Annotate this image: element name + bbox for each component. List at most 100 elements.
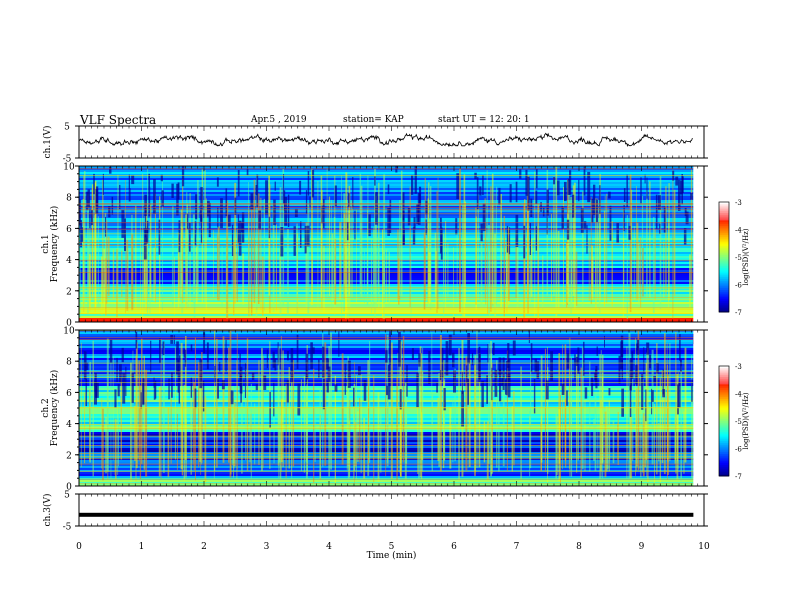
spectrogram-row bbox=[79, 172, 694, 174]
sferic-streak bbox=[273, 395, 275, 464]
low-power-gap bbox=[508, 227, 511, 255]
colorbar-frame bbox=[718, 365, 730, 477]
low-power-gap bbox=[95, 186, 99, 206]
sferic-streak bbox=[257, 193, 260, 304]
low-power-gap bbox=[621, 388, 624, 417]
colorbar-step bbox=[719, 411, 729, 415]
spectrogram-row bbox=[79, 480, 694, 482]
low-power-gap bbox=[425, 219, 427, 235]
low-power-gap bbox=[280, 227, 284, 257]
low-power-gap bbox=[414, 166, 417, 194]
low-power-gap bbox=[354, 210, 356, 240]
spectrogram-row bbox=[79, 452, 694, 454]
sferic-streak bbox=[626, 215, 628, 319]
channel-label: ch.2 bbox=[41, 398, 51, 417]
colorbar-step bbox=[719, 386, 729, 389]
sferic-streak bbox=[145, 369, 148, 477]
low-power-gap bbox=[515, 181, 518, 203]
low-power-gap bbox=[502, 357, 505, 390]
sferic-streak bbox=[250, 413, 252, 473]
sferic-streak bbox=[431, 332, 433, 467]
sferic-streak bbox=[357, 411, 359, 462]
sferic-streak bbox=[317, 181, 319, 309]
sferic-streak bbox=[140, 218, 141, 313]
low-power-gap bbox=[675, 176, 679, 186]
sferic-streak bbox=[437, 177, 439, 310]
low-power-gap bbox=[395, 166, 398, 173]
spectrogram-row bbox=[79, 384, 694, 386]
sferic-streak bbox=[218, 228, 219, 298]
colorbar-step bbox=[719, 455, 729, 459]
low-power-gap bbox=[202, 380, 205, 412]
low-power-gap bbox=[231, 224, 234, 256]
sferic-streak bbox=[80, 342, 82, 468]
spectrogram-row bbox=[79, 240, 694, 242]
low-power-gap bbox=[179, 355, 181, 382]
low-power-gap bbox=[255, 185, 258, 196]
colorbar-2 bbox=[718, 365, 730, 477]
low-power-gap bbox=[135, 331, 138, 349]
x-axis-label: Time (min) bbox=[367, 550, 417, 561]
spectrogram-row bbox=[79, 450, 694, 452]
low-power-gap bbox=[239, 353, 241, 387]
low-power-gap bbox=[269, 391, 271, 428]
colorbar-step bbox=[719, 421, 729, 424]
low-power-gap bbox=[569, 170, 572, 195]
low-power-gap bbox=[584, 387, 588, 399]
colorbar-step bbox=[719, 369, 729, 372]
colorbar-step bbox=[719, 472, 729, 475]
low-power-gap bbox=[529, 222, 531, 255]
low-power-gap bbox=[190, 377, 192, 398]
sferic-streak bbox=[347, 356, 349, 467]
colorbar-step bbox=[719, 391, 729, 394]
low-power-gap bbox=[452, 352, 455, 368]
low-power-gap bbox=[102, 173, 104, 195]
colorbar-step bbox=[719, 295, 729, 298]
sferic-streak bbox=[665, 186, 667, 296]
low-power-gap bbox=[225, 339, 227, 372]
low-power-gap bbox=[623, 204, 625, 231]
colorbar-step bbox=[719, 211, 729, 214]
sferic-streak bbox=[604, 411, 607, 478]
y-tick-label: 0 bbox=[66, 319, 72, 329]
y-tick-label: 6 bbox=[66, 389, 72, 399]
sferic-streak bbox=[397, 229, 399, 301]
sferic-streak bbox=[410, 253, 412, 318]
narrowband-line bbox=[79, 458, 694, 460]
spectrogram-row bbox=[79, 346, 694, 348]
spectrogram-row bbox=[79, 188, 694, 190]
low-power-gap bbox=[207, 200, 210, 217]
sferic-streak bbox=[595, 198, 597, 314]
colorbar-step bbox=[719, 216, 729, 219]
low-power-gap bbox=[411, 348, 414, 360]
sferic-streak bbox=[272, 204, 275, 312]
sferic-streak bbox=[570, 196, 573, 315]
low-power-gap bbox=[217, 378, 219, 399]
spectrogram-row bbox=[79, 376, 694, 378]
sferic-streak bbox=[555, 408, 558, 481]
spectrogram-row bbox=[79, 402, 694, 404]
sferic-streak bbox=[590, 196, 592, 304]
colorbar-step bbox=[719, 408, 729, 411]
low-power-gap bbox=[557, 180, 560, 196]
low-power-gap bbox=[148, 173, 150, 188]
sferic-streak bbox=[661, 370, 664, 463]
low-power-gap bbox=[533, 379, 536, 414]
low-power-gap bbox=[273, 199, 276, 226]
spectrogram-row bbox=[79, 218, 694, 220]
low-power-gap bbox=[481, 381, 484, 408]
sferic-streak bbox=[485, 222, 487, 305]
low-power-gap bbox=[566, 219, 570, 240]
colorbar-step bbox=[719, 380, 729, 383]
sferic-streak bbox=[604, 195, 606, 301]
low-power-gap bbox=[239, 366, 243, 394]
colorbar-step bbox=[719, 291, 729, 295]
y-tick-label: 8 bbox=[66, 194, 72, 204]
colorbar-step bbox=[719, 426, 729, 429]
narrowband-line bbox=[79, 362, 694, 364]
sferic-streak bbox=[398, 258, 400, 305]
colorbar-step bbox=[719, 304, 729, 307]
low-power-gap bbox=[312, 347, 315, 354]
spectrogram-row bbox=[79, 434, 694, 436]
sferic-streak bbox=[402, 336, 405, 463]
